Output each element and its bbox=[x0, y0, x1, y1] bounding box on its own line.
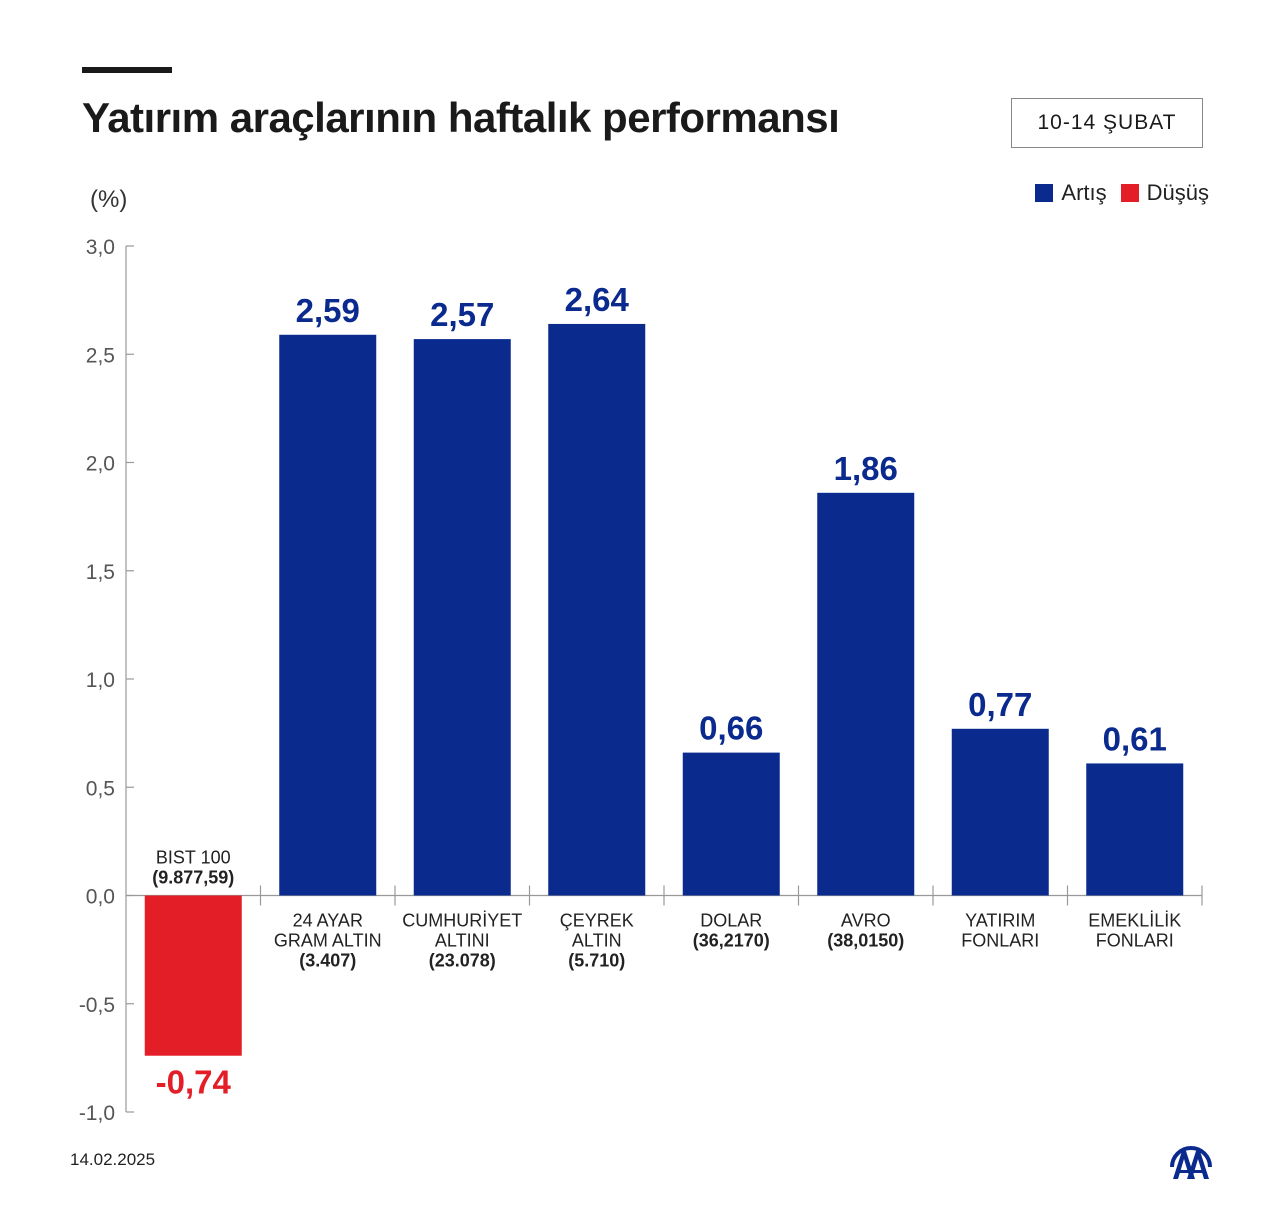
legend-label-decrease: Düşüş bbox=[1146, 180, 1209, 205]
category-label: DOLAR bbox=[700, 911, 762, 931]
y-tick-label: 2,0 bbox=[86, 453, 115, 476]
category-label: ÇEYREK bbox=[560, 911, 634, 931]
legend-item-decrease: Düşüş bbox=[1120, 180, 1209, 206]
bar bbox=[1086, 763, 1184, 896]
category-label: GRAM ALTIN bbox=[274, 931, 382, 951]
category-label: EMEKLİLİK bbox=[1088, 911, 1181, 931]
value-label: 0,77 bbox=[968, 686, 1032, 723]
y-tick-label: 2,5 bbox=[86, 344, 115, 367]
bar bbox=[413, 339, 511, 896]
category-price-label: (5.710) bbox=[568, 951, 625, 971]
footer-date: 14.02.2025 bbox=[70, 1150, 156, 1169]
category-label: ALTINI bbox=[435, 931, 490, 951]
y-tick-label: -0,5 bbox=[79, 994, 115, 1017]
y-tick-label: 1,5 bbox=[86, 561, 115, 584]
y-tick-label: -1,0 bbox=[79, 1102, 115, 1125]
bar bbox=[951, 728, 1049, 896]
legend-item-increase: Artış bbox=[1035, 180, 1107, 206]
category-label: ALTIN bbox=[572, 931, 622, 951]
category-label: CUMHURİYET bbox=[402, 911, 522, 931]
bar bbox=[548, 323, 646, 896]
bar bbox=[682, 752, 780, 896]
title-accent-bar bbox=[82, 67, 172, 73]
y-tick-label: 3,0 bbox=[86, 236, 115, 259]
value-label: 2,64 bbox=[565, 281, 630, 318]
bar bbox=[144, 895, 242, 1056]
legend-label-increase: Artış bbox=[1061, 180, 1107, 205]
date-range-badge: 10-14 ŞUBAT bbox=[1011, 98, 1203, 148]
value-label: -0,74 bbox=[156, 1064, 232, 1101]
y-tick-label: 0,5 bbox=[86, 777, 115, 800]
value-label: 2,59 bbox=[296, 292, 360, 329]
category-label: FONLARI bbox=[1096, 931, 1174, 951]
y-tick-label: 1,0 bbox=[86, 669, 115, 692]
legend-swatch-increase bbox=[1035, 184, 1054, 202]
category-price-label: (38,0150) bbox=[827, 931, 904, 951]
y-axis-label: (%) bbox=[90, 186, 128, 213]
value-label: 0,66 bbox=[699, 710, 763, 747]
y-tick-label: 0,0 bbox=[86, 886, 115, 909]
category-label: 24 AYAR bbox=[293, 911, 363, 931]
category-label: AVRO bbox=[841, 911, 891, 931]
value-label: 0,61 bbox=[1103, 720, 1167, 757]
category-label: FONLARI bbox=[961, 931, 1039, 951]
category-price-label: (3.407) bbox=[299, 951, 356, 971]
chart-title: Yatırım araçlarının haftalık performansı bbox=[82, 94, 840, 141]
value-label: 2,57 bbox=[430, 296, 494, 333]
category-price-label: (23.078) bbox=[429, 951, 496, 971]
category-label: YATIRIM bbox=[965, 911, 1035, 931]
legend: Artış Düşüş bbox=[1035, 180, 1209, 206]
legend-swatch-decrease bbox=[1120, 184, 1139, 202]
category-price-label: (9.877,59) bbox=[152, 868, 234, 888]
category-price-label: (36,2170) bbox=[693, 931, 770, 951]
value-label: 1,86 bbox=[834, 450, 898, 487]
category-label: BIST 100 bbox=[156, 848, 231, 868]
bar bbox=[279, 334, 377, 896]
bar bbox=[817, 492, 915, 896]
